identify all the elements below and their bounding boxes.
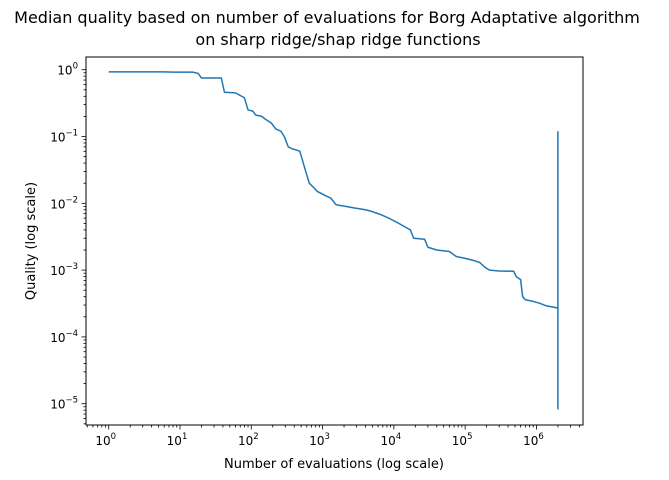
y-tick-label-exponent: −5 — [65, 396, 78, 406]
y-tick-label: 10−2 — [50, 195, 78, 211]
x-tick-label: 102 — [238, 432, 259, 448]
x-tick-label-base: 10 — [452, 434, 467, 448]
y-tick-label-base: 10 — [50, 131, 65, 145]
y-tick-label-exponent: 0 — [73, 62, 78, 72]
y-tick-label: 10−5 — [50, 396, 78, 412]
plot-frame — [85, 56, 584, 426]
quality-median-line — [108, 71, 559, 309]
x-axis-ticks: 100 101 102 103 104 105 106 — [86, 425, 580, 448]
x-tick-label: 103 — [309, 432, 330, 448]
y-axis-label: Quality (log scale) — [24, 182, 39, 300]
y-tick-label: 10−4 — [50, 329, 78, 345]
x-tick-label: 104 — [381, 432, 402, 448]
x-tick-label-base: 10 — [381, 434, 396, 448]
x-tick-label-base: 10 — [167, 434, 182, 448]
x-tick-label-base: 10 — [95, 434, 110, 448]
y-tick-label: 100 — [57, 62, 78, 78]
y-tick-label: 10−3 — [50, 262, 78, 278]
chart-title: Median quality based on number of evalua… — [14, 8, 640, 27]
y-tick-label: 10−1 — [50, 129, 78, 145]
x-tick-label-exponent: 6 — [538, 432, 543, 442]
y-tick-label-base: 10 — [50, 197, 65, 211]
y-tick-label-exponent: −1 — [65, 129, 78, 139]
x-tick-label-exponent: 1 — [182, 432, 187, 442]
y-tick-label-exponent: −2 — [65, 195, 78, 205]
x-tick-label: 101 — [167, 432, 188, 448]
x-tick-label: 100 — [95, 432, 116, 448]
y-tick-label-base: 10 — [50, 264, 65, 278]
chart-subtitle: on sharp ridge/shap ridge functions — [195, 30, 480, 49]
x-tick-label-exponent: 2 — [253, 432, 258, 442]
x-tick-label-base: 10 — [309, 434, 324, 448]
y-tick-label-exponent: −4 — [65, 329, 78, 339]
y-tick-label-exponent: −3 — [65, 262, 78, 272]
x-tick-label-exponent: 3 — [325, 432, 330, 442]
y-tick-label-base: 10 — [50, 398, 65, 412]
x-tick-label-exponent: 4 — [396, 432, 401, 442]
x-tick-label-exponent: 5 — [467, 432, 472, 442]
x-axis-label: Number of evaluations (log scale) — [224, 457, 444, 472]
y-tick-label-base: 10 — [50, 331, 65, 345]
x-tick-label-base: 10 — [238, 434, 253, 448]
y-tick-label-base: 10 — [57, 64, 72, 78]
x-tick-label-base: 10 — [523, 434, 538, 448]
x-tick-label-exponent: 0 — [111, 432, 116, 442]
x-tick-label: 106 — [523, 432, 544, 448]
x-tick-label: 105 — [452, 432, 473, 448]
plot-series — [108, 71, 559, 410]
